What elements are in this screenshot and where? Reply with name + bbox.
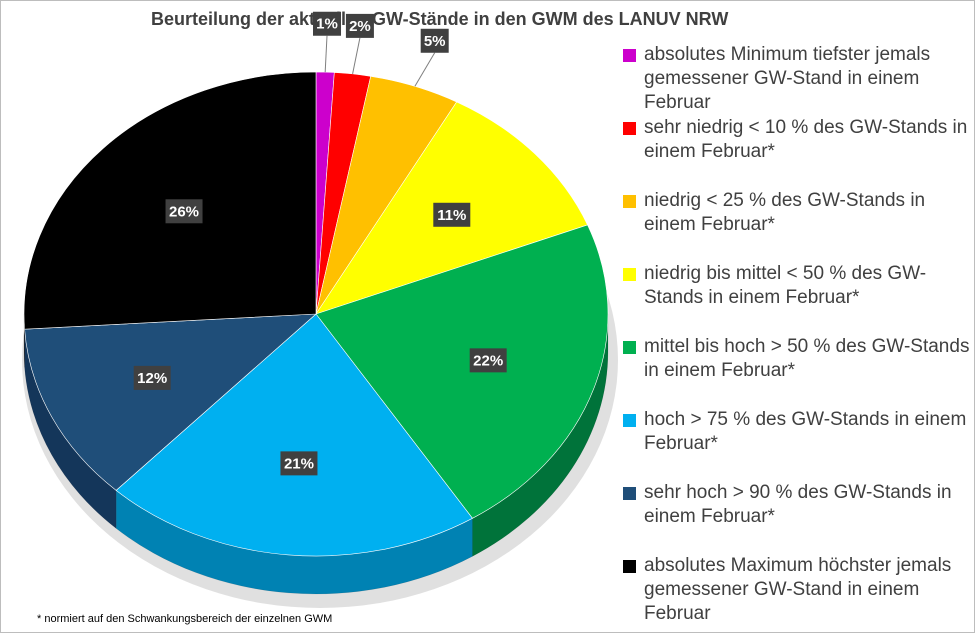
legend-swatch: [623, 49, 636, 62]
legend-label: niedrig < 25 % des GW-Stands in einem Fe…: [644, 190, 926, 235]
legend-swatch: [623, 268, 636, 281]
data-label-text: 11%: [437, 207, 466, 224]
data-label-2: 2%: [345, 13, 374, 75]
legend-label: hoch > 75 % des GW-Stands in einem Febru…: [644, 409, 967, 454]
leader-line: [414, 52, 436, 87]
data-label-box: [165, 199, 203, 224]
legend-item-5: mittel bis hoch > 50 % des GW-Stands in …: [623, 335, 973, 383]
data-label-box: [420, 28, 449, 53]
data-label-box: [313, 11, 342, 36]
legend-item-3: niedrig < 25 % des GW-Stands in einem Fe…: [623, 189, 973, 237]
slice-5: [315, 224, 609, 519]
data-label-4: 11%: [433, 202, 471, 227]
data-label-text: 1%: [316, 16, 338, 33]
legend-swatch: [623, 122, 636, 135]
legend-label: absolutes Minimum tiefster jemals gemess…: [644, 44, 931, 113]
data-label-text: 2%: [349, 18, 371, 35]
legend-swatch: [623, 487, 636, 500]
legend-label: niedrig bis mittel < 50 % des GW-Stands …: [644, 263, 927, 308]
data-label-text: 26%: [169, 203, 199, 220]
data-label-1: 1%: [313, 11, 342, 73]
legend-swatch: [623, 195, 636, 208]
data-label-text: 21%: [284, 455, 314, 472]
data-label-box: [133, 365, 171, 390]
leader-line: [352, 37, 361, 75]
legend-label: mittel bis hoch > 50 % des GW-Stands in …: [644, 336, 970, 381]
data-label-text: 5%: [424, 33, 446, 50]
legend-item-8: absolutes Maximum höchster jemals gemess…: [623, 554, 973, 626]
chart-title: Beurteilung der aktuellen GW-Stände in d…: [151, 9, 729, 29]
legend-item-4: niedrig bis mittel < 50 % des GW-Stands …: [623, 262, 973, 310]
data-label-text: 12%: [137, 370, 167, 387]
data-label-box: [433, 202, 471, 227]
data-label-5: 22%: [469, 348, 507, 373]
legend-label: absolutes Maximum höchster jemals gemess…: [644, 555, 952, 624]
data-label-7: 12%: [133, 365, 171, 390]
legend-item-1: absolutes Minimum tiefster jemals gemess…: [623, 43, 973, 115]
legend-label: sehr hoch > 90 % des GW-Stands in einem …: [644, 482, 952, 527]
data-label-3: 5%: [414, 28, 449, 87]
footnote: * normiert auf den Schwankungsbereich de…: [37, 613, 333, 625]
legend-swatch: [623, 414, 636, 427]
data-label-8: 26%: [165, 199, 203, 224]
legend-label: sehr niedrig < 10 % des GW-Stands in ein…: [644, 117, 968, 162]
legend-item-6: hoch > 75 % des GW-Stands in einem Febru…: [623, 408, 973, 456]
data-label-6: 21%: [280, 451, 318, 476]
leader-line: [324, 35, 328, 73]
legend-item-2: sehr niedrig < 10 % des GW-Stands in ein…: [623, 116, 973, 164]
legend-swatch: [623, 341, 636, 354]
data-label-box: [345, 13, 374, 38]
slice-6: [115, 313, 473, 557]
legend-swatch: [623, 560, 636, 573]
data-label-text: 22%: [473, 352, 503, 369]
data-label-box: [280, 451, 318, 476]
slice-7: [24, 313, 317, 491]
data-label-box: [469, 348, 507, 373]
legend-item-7: sehr hoch > 90 % des GW-Stands in einem …: [623, 481, 973, 529]
